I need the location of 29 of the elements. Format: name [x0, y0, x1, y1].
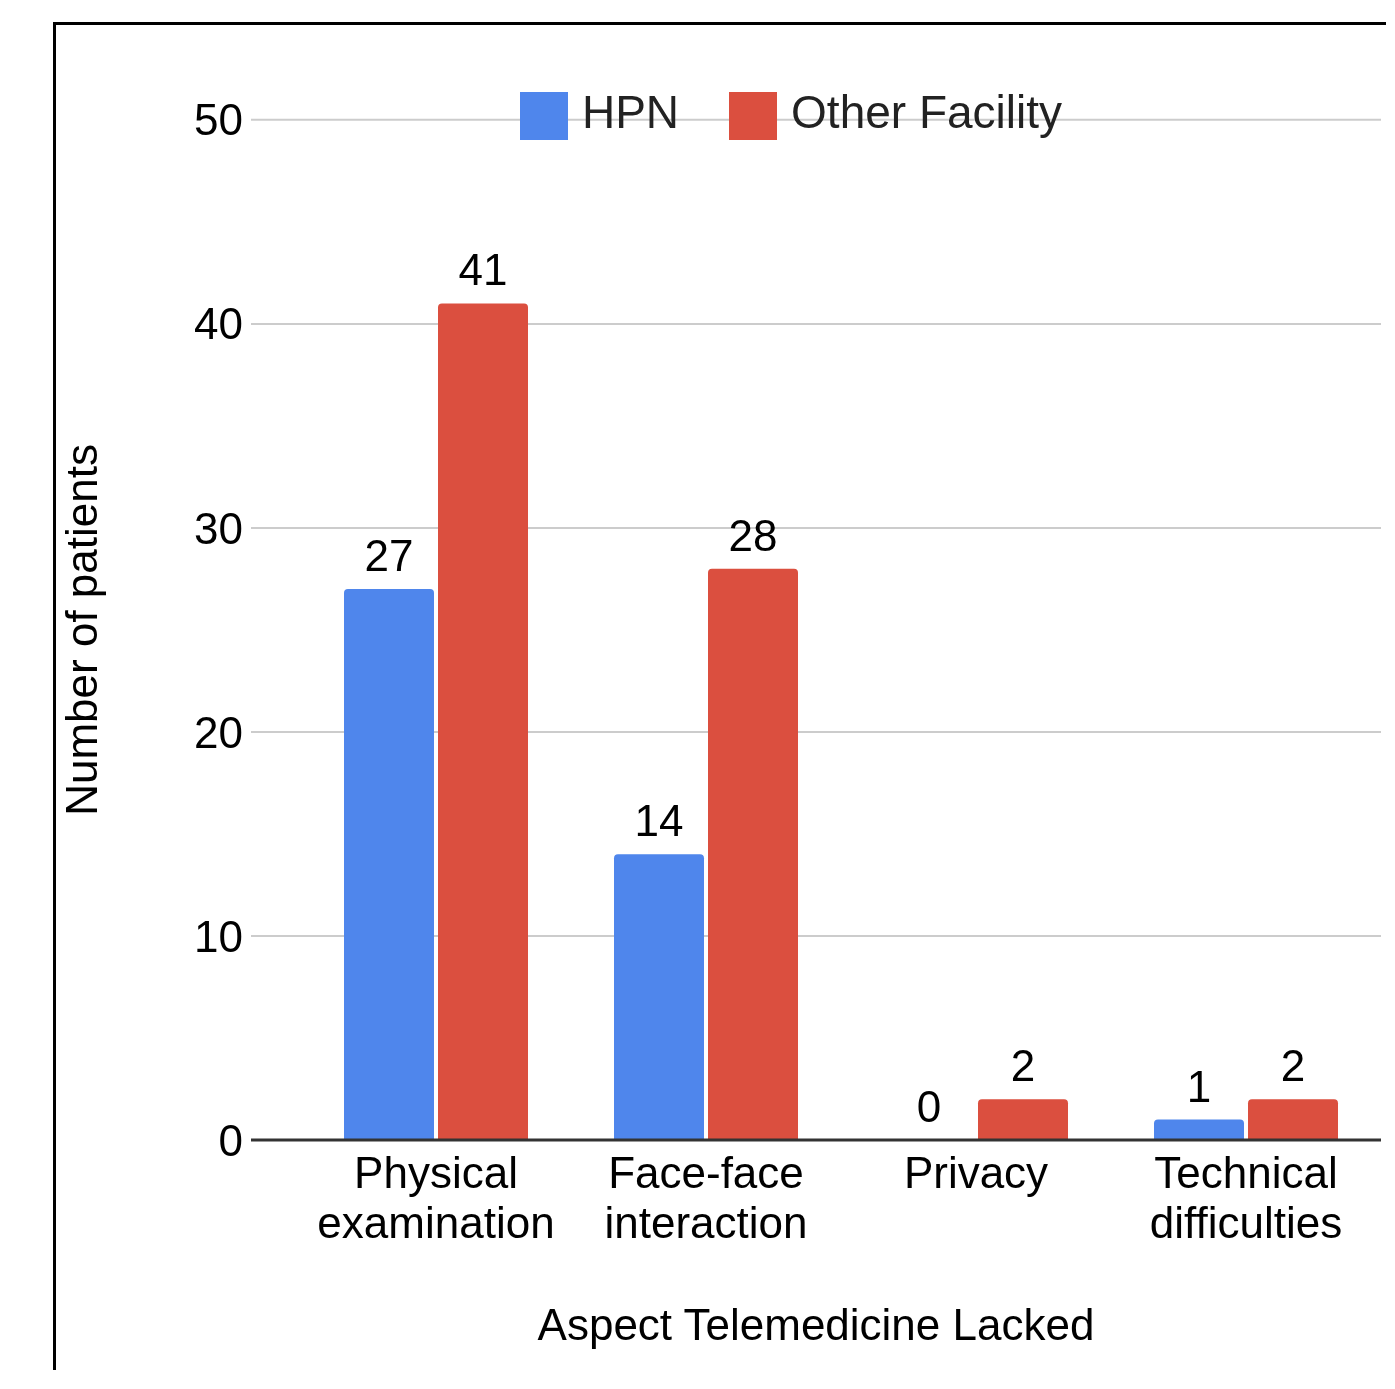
data-label: 27 — [364, 531, 414, 581]
x-tick-label: Privacy — [903, 1148, 1049, 1197]
y-tick-label: 0 — [218, 1115, 243, 1165]
data-label: 2 — [1010, 1041, 1036, 1091]
data-label: 41 — [458, 245, 508, 295]
data-label: 14 — [634, 796, 684, 846]
data-label: 0 — [916, 1082, 942, 1131]
y-tick-label: 30 — [194, 503, 243, 553]
x-axis-title: Aspect Telemedicine Lacked — [537, 1300, 1095, 1349]
bar — [1248, 1099, 1338, 1140]
bar — [708, 568, 798, 1140]
y-tick-label: 20 — [194, 707, 243, 757]
bar — [614, 854, 704, 1140]
bar — [438, 303, 528, 1140]
y-tick-label: 10 — [194, 911, 243, 961]
x-tick-label: Face-face interaction — [604, 1148, 808, 1247]
data-label: 1 — [1186, 1061, 1212, 1111]
x-tick-label: Technical difficulties — [1149, 1148, 1343, 1247]
bar — [1154, 1119, 1244, 1140]
x-tick-label: Physical examination — [317, 1148, 555, 1247]
y-axis-title: Number of patients — [56, 444, 106, 816]
data-label: 28 — [728, 510, 778, 560]
legend-label: HPN — [581, 86, 680, 138]
data-label: 2 — [1280, 1041, 1306, 1091]
y-tick-label: 40 — [194, 299, 243, 349]
bar — [978, 1099, 1068, 1140]
y-tick-label: 50 — [194, 95, 243, 145]
bar — [344, 589, 434, 1140]
legend-label: Other Facility — [791, 86, 1063, 138]
